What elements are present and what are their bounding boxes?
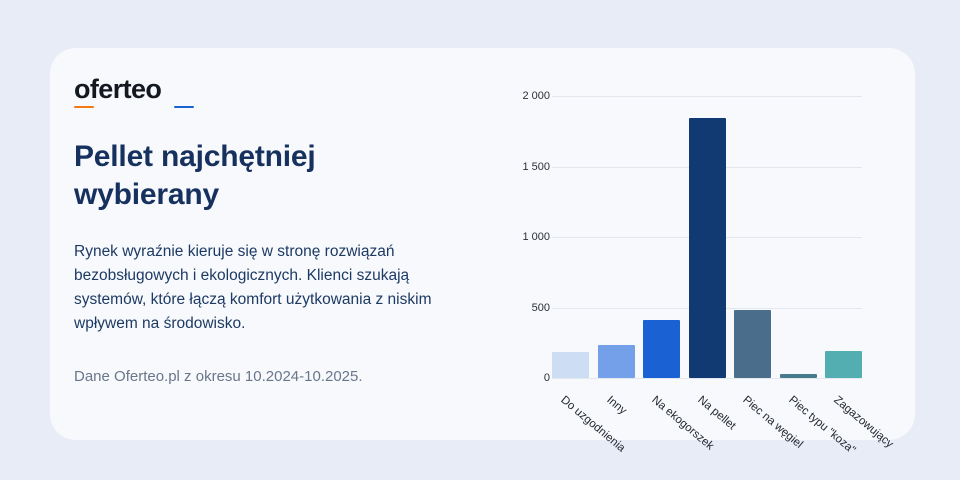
- lead-paragraph: Rynek wyraźnie kieruje się w stronę rozw…: [74, 242, 432, 332]
- gridline: [552, 96, 862, 97]
- logo-blue-underline-accent: [174, 105, 194, 108]
- x-axis-tick-label: Na pellet: [694, 394, 738, 433]
- bar-slot: [734, 96, 771, 378]
- logo-orange-underline-accent: [74, 105, 94, 108]
- bar-slot: [597, 96, 635, 378]
- y-axis-tick-label: 1 000: [522, 231, 550, 243]
- bar-slot: [552, 96, 589, 378]
- bar-slot: [779, 96, 817, 378]
- bar-slot: [688, 96, 726, 378]
- bar[interactable]: [552, 351, 589, 378]
- source-caption: Dane Oferteo.pl z okresu 10.2024-10.2025…: [74, 367, 363, 385]
- bar[interactable]: [597, 344, 635, 378]
- bar-slot: [643, 96, 680, 378]
- bar[interactable]: [643, 320, 680, 378]
- chart-plot-area: 2 000 1 500 1 000 500 0 Do uzgodnienia Inny Na…: [522, 90, 895, 457]
- content-card: oferteo Pellet najchętniej wybierany Ryn…: [50, 48, 915, 457]
- bar-chart: 2 000 1 500 1 000 500 0 Do uzgodnienia Inny Na…: [495, 82, 895, 457]
- y-axis-tick-label: 0: [543, 372, 550, 384]
- oferteo-logo: oferteo: [74, 74, 194, 110]
- bar-series: [552, 96, 862, 378]
- y-axis-tick-label: 500: [531, 301, 550, 314]
- y-axis-tick-label: 2 000: [522, 90, 550, 102]
- bar[interactable]: [688, 117, 726, 378]
- left-column: oferteo Pellet najchętniej wybierany Ryn…: [74, 76, 494, 385]
- logo-text: oferteo: [74, 74, 162, 104]
- bar[interactable]: [734, 309, 771, 378]
- x-axis-tick-label: Inny: [603, 394, 629, 418]
- page-title: Pellet najchętniej wybierany: [74, 140, 316, 211]
- gridline: [552, 378, 862, 379]
- y-axis-tick-label: 1 500: [522, 160, 550, 173]
- bar[interactable]: [779, 373, 817, 378]
- bar[interactable]: [825, 351, 862, 378]
- bar-slot: [825, 96, 862, 378]
